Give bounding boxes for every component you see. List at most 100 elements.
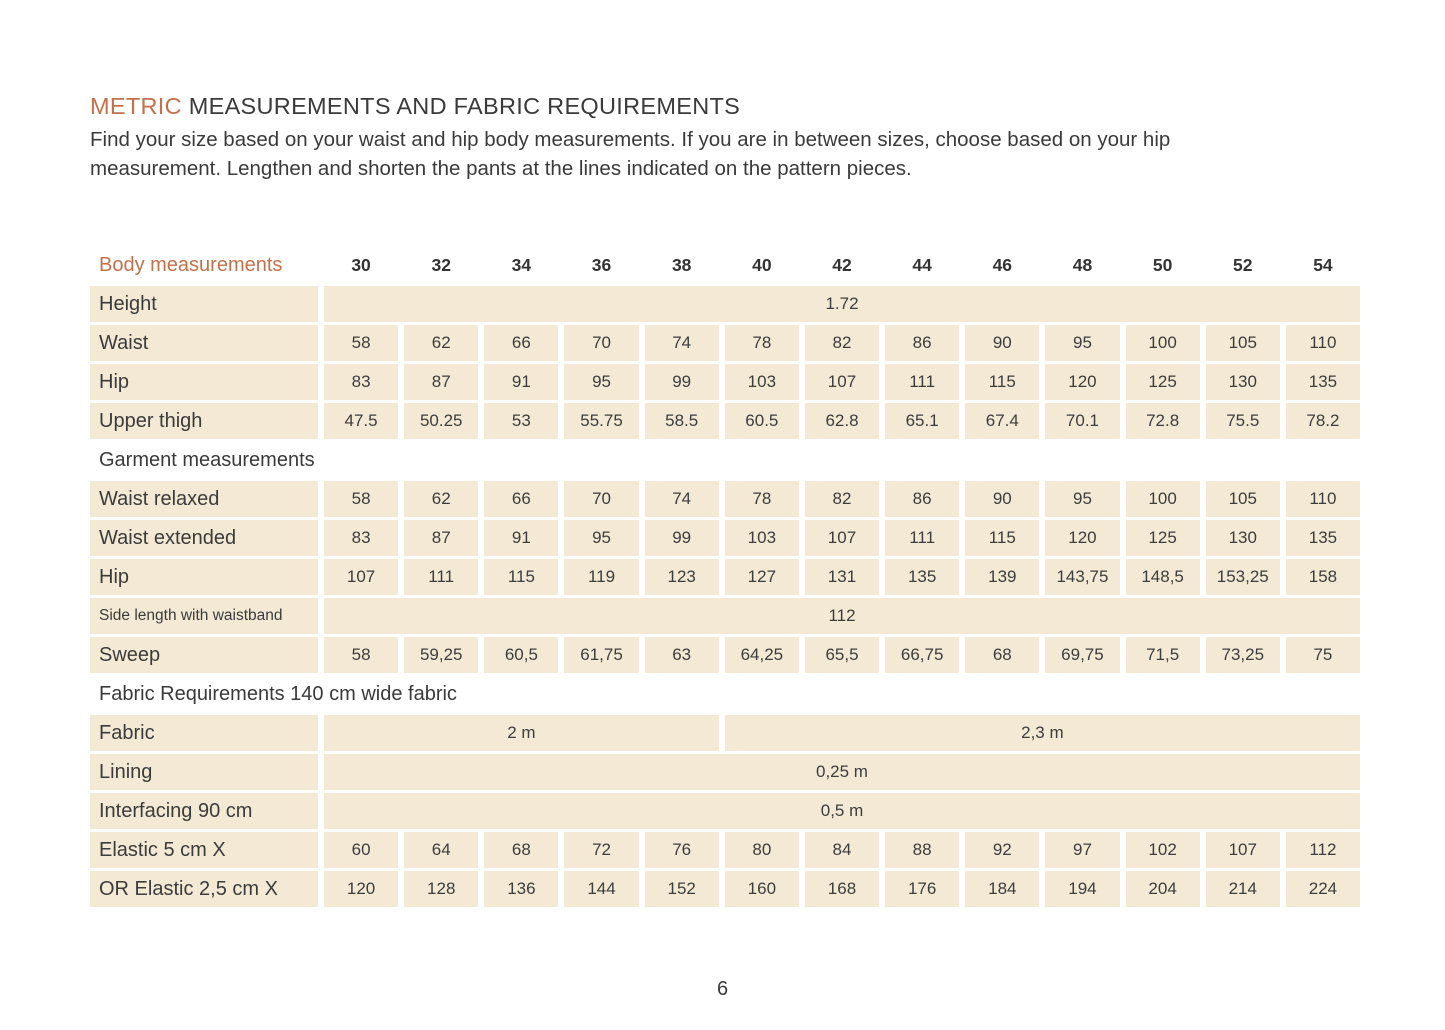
data-cell: 95 (1045, 325, 1120, 361)
data-cell: 131 (804, 559, 880, 595)
data-cell: 58 (324, 481, 399, 517)
data-cell: 72 (564, 832, 639, 868)
data-cell: 78.2 (1285, 403, 1360, 439)
data-cell: 66 (484, 325, 559, 361)
data-cell: 176 (885, 871, 960, 907)
data-cell: 64,25 (724, 637, 799, 673)
data-cell: 78 (724, 481, 799, 517)
data-cell: 148,5 (1125, 559, 1200, 595)
size-column-header: 52 (1233, 254, 1253, 275)
data-cell: 135 (885, 559, 960, 595)
data-cell: 135 (1285, 520, 1360, 556)
data-cell: 66,75 (885, 637, 960, 673)
data-cell: 204 (1125, 871, 1200, 907)
data-cell: 158 (1285, 559, 1360, 595)
data-cell: 184 (965, 871, 1040, 907)
intro-text: Find your size based on your waist and h… (90, 126, 1380, 183)
data-cell: 119 (564, 559, 639, 595)
data-cell: 125 (1125, 520, 1200, 556)
data-cell: 69,75 (1045, 637, 1120, 673)
data-cell: 107 (324, 559, 399, 595)
data-cell: 214 (1205, 871, 1280, 907)
size-column-header: 36 (591, 254, 612, 275)
data-cell: 71,5 (1125, 637, 1200, 673)
size-column-header: 50 (1152, 254, 1173, 275)
data-cell: 74 (644, 481, 719, 517)
row-label: Hip (90, 559, 318, 595)
row-label: Height (90, 286, 318, 322)
size-column-header: 30 (351, 254, 371, 275)
data-cell: 110 (1285, 481, 1360, 517)
table-corner-label: Body measurements (99, 253, 283, 276)
data-cell: 60 (324, 832, 399, 868)
size-column-header: 44 (912, 254, 932, 275)
data-cell: 64 (404, 832, 479, 868)
data-cell: 168 (804, 871, 880, 907)
row-label: Waist relaxed (90, 481, 318, 517)
data-cell: 143,75 (1045, 559, 1120, 595)
table-section-header: Fabric Requirements 140 cm wide fabric (99, 682, 457, 705)
measurements-table: Body measurements 30 32 34 36 38 40 42 44 46 48 50 5… (90, 247, 1360, 907)
data-cell: 120 (1045, 520, 1120, 556)
size-column-header: 42 (832, 254, 852, 275)
size-column-header: 48 (1072, 254, 1093, 275)
data-cell-span: 2 m (324, 715, 719, 751)
data-cell-span: 2,3 m (724, 715, 1360, 751)
data-cell: 115 (965, 520, 1040, 556)
data-cell: 78 (724, 325, 799, 361)
size-column-header: 38 (671, 254, 692, 275)
data-cell: 83 (324, 520, 399, 556)
data-cell: 75.5 (1205, 403, 1280, 439)
row-label: Lining (90, 754, 318, 790)
data-cell: 105 (1205, 325, 1280, 361)
data-cell: 115 (965, 364, 1040, 400)
data-cell: 194 (1045, 871, 1120, 907)
row-label: Waist (90, 325, 318, 361)
row-label: OR Elastic 2,5 cm X (90, 871, 318, 907)
data-cell: 92 (965, 832, 1040, 868)
data-cell-span: 0,25 m (324, 754, 1360, 790)
data-cell: 91 (484, 520, 559, 556)
data-cell: 68 (484, 832, 559, 868)
data-cell: 67.4 (965, 403, 1040, 439)
size-column-header: 32 (431, 254, 451, 275)
data-cell: 111 (404, 559, 479, 595)
size-column-header: 54 (1313, 254, 1333, 275)
data-cell: 62 (404, 325, 479, 361)
data-cell: 120 (1045, 364, 1120, 400)
data-cell: 84 (804, 832, 880, 868)
data-cell: 60,5 (484, 637, 559, 673)
data-cell: 144 (564, 871, 639, 907)
data-cell: 76 (644, 832, 719, 868)
page-title: METRIC MEASUREMENTS AND FABRIC REQUIREME… (90, 93, 740, 120)
table-section-header: Garment measurements (99, 448, 315, 471)
row-label: Sweep (90, 637, 318, 673)
page-title-accent: METRIC (90, 93, 182, 119)
data-cell: 82 (804, 481, 880, 517)
data-cell: 139 (965, 559, 1040, 595)
data-cell: 107 (804, 520, 880, 556)
row-label: Interfacing 90 cm (90, 793, 318, 829)
data-cell: 50.25 (404, 403, 479, 439)
data-cell: 66 (484, 481, 559, 517)
data-cell: 58.5 (644, 403, 719, 439)
row-label: Side length with waistband (90, 598, 318, 634)
data-cell: 55.75 (564, 403, 639, 439)
data-cell: 100 (1125, 481, 1200, 517)
data-cell: 111 (885, 520, 960, 556)
data-cell: 65,5 (804, 637, 880, 673)
data-cell: 62.8 (804, 403, 880, 439)
size-column-header: 46 (992, 254, 1013, 275)
data-cell: 107 (804, 364, 880, 400)
data-cell: 88 (885, 832, 960, 868)
data-cell: 103 (724, 364, 799, 400)
data-cell: 83 (324, 364, 399, 400)
data-cell: 70 (564, 481, 639, 517)
page-number: 6 (716, 978, 729, 1000)
data-cell: 61,75 (564, 637, 639, 673)
data-cell: 110 (1285, 325, 1360, 361)
data-cell-span: 1.72 (324, 286, 1360, 322)
data-cell: 87 (404, 364, 479, 400)
data-cell: 87 (404, 520, 479, 556)
